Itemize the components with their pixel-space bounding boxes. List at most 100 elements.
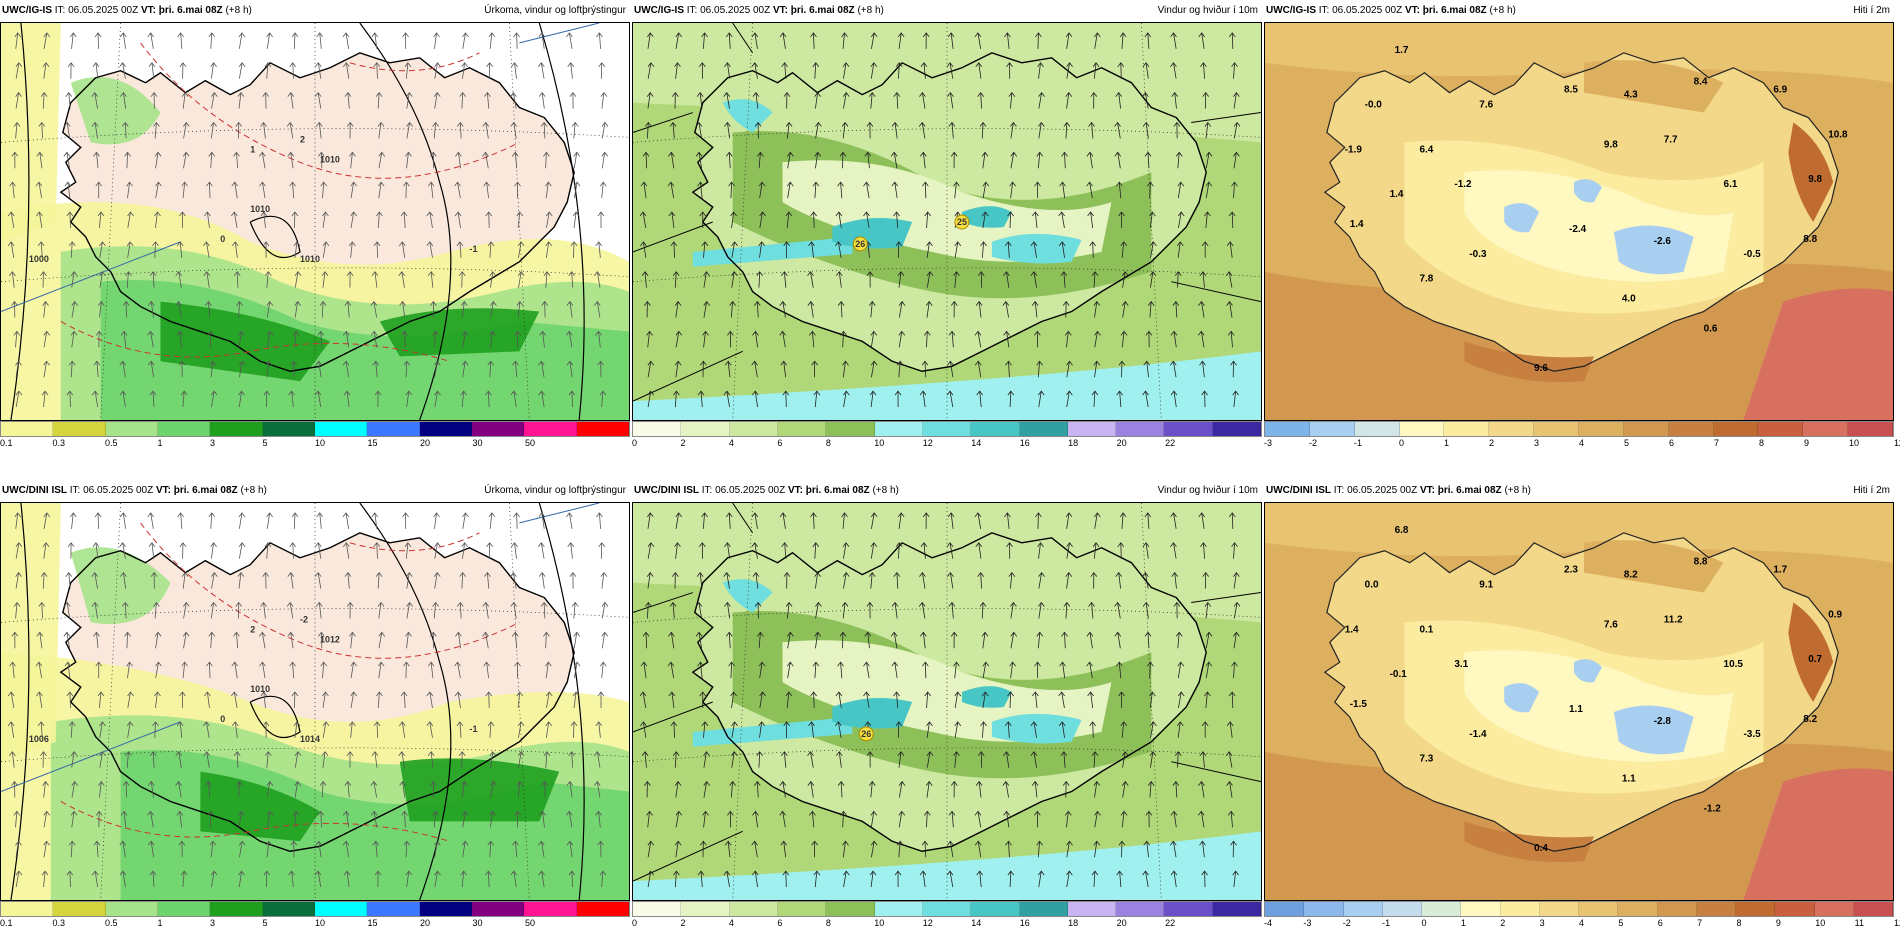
temp-value: -1.9	[1345, 144, 1363, 155]
temp-value: -0.3	[1469, 249, 1487, 260]
temp-value: 7.7	[1664, 134, 1678, 145]
isobars	[10, 23, 585, 420]
temp-value: 7.6	[1479, 100, 1493, 111]
colorbar-swatch	[1265, 422, 1310, 436]
colorbar-swatch	[1, 422, 54, 436]
colorbar-swatch	[1399, 422, 1445, 436]
temp-value: 0.6	[1704, 323, 1718, 334]
coastline	[691, 52, 1207, 372]
colorbar-tick-label: 8	[825, 438, 831, 448]
wind-arrows	[639, 32, 1241, 408]
gust-label: 26	[855, 239, 865, 249]
colorbar-swatch	[1579, 422, 1624, 436]
colorbar-tick-label: 14	[971, 918, 982, 928]
colorbar-tick-label: 8	[1759, 438, 1765, 448]
gust-marker	[858, 726, 874, 742]
map-canvas[interactable]: 1006 1010 1012 1014 0 -2 2 -1	[0, 502, 630, 901]
colorbar-tick-label: 0.1	[0, 918, 13, 928]
colorbar-swatch	[681, 902, 730, 916]
colorbar-legend	[1264, 421, 1894, 437]
map-canvas[interactable]: 1000 1010 1010 1010 0 2 1 -1	[0, 22, 630, 421]
coastline	[59, 52, 575, 372]
colorbar-tick-label: 20	[420, 918, 431, 928]
model-label: UWC/IG-IS	[1266, 5, 1316, 16]
temp-value: 1.4	[1350, 219, 1364, 230]
colorbar-swatch	[1736, 902, 1776, 916]
colorbar-ticks: 0.1 0.3 0.5 1 3 5 10 15 20 30 50	[0, 918, 630, 930]
colorbar-tick-label: 10	[874, 438, 885, 448]
colorbar-swatch	[826, 902, 875, 916]
temp-value: -3.5	[1743, 729, 1761, 740]
colorbar-tick-label: 0.3	[52, 438, 66, 448]
colorbar-tick-label: 9	[1775, 918, 1781, 928]
colorbar-swatch	[1422, 902, 1462, 916]
colorbar-ticks: -4-3-2-10123456789101112	[1264, 918, 1900, 930]
temp-value: -0.0	[1365, 100, 1383, 111]
colorbar-tick-label: -4	[1264, 918, 1273, 928]
colorbar-swatch	[1461, 902, 1501, 916]
colorbar-swatch	[1019, 902, 1068, 916]
colorbar-tick-label: 11	[1894, 438, 1900, 448]
colorbar-swatch	[1444, 422, 1490, 436]
temp-value: 0.1	[1420, 624, 1434, 635]
colorbar-swatch	[1534, 422, 1580, 436]
colorbar-swatch	[1848, 422, 1894, 436]
map-canvas[interactable]: 26	[632, 502, 1262, 901]
map-label: 1014	[300, 734, 320, 744]
colorbar-swatch	[1212, 422, 1262, 436]
map-canvas[interactable]: 6.8 0.0 9.1 2.3 8.2 8.8 1.7 1.4 0.1 7.6 11.2 0.9 -0.…	[1264, 502, 1894, 901]
colorbar-swatch	[1500, 902, 1540, 916]
colorbar-swatch	[729, 902, 778, 916]
colorbar-swatch	[105, 902, 158, 916]
colorbar-tick-label: 30	[472, 438, 483, 448]
colorbar-swatch	[157, 902, 211, 916]
colorbar-swatch	[210, 902, 263, 916]
colorbar-swatch	[1382, 902, 1422, 916]
colorbar-tick-label: 0.3	[52, 918, 66, 928]
map-canvas[interactable]: 26 25	[632, 22, 1262, 421]
map-label: 1000	[29, 254, 49, 264]
colorbar-swatch	[314, 902, 368, 916]
colorbar-tick-label: 3	[210, 918, 216, 928]
colorbar-tick-label: 3	[1539, 918, 1545, 928]
temp-value: -1.2	[1704, 803, 1722, 814]
map-svg: 1.7 -0.0 7.6 8.5 4.3 8.4 6.9 -1.9 6.4 9.8 7.7 10.8 1…	[1265, 23, 1893, 420]
colorbar-legend	[0, 901, 630, 917]
temp-value: 6.4	[1420, 144, 1434, 155]
colorbar-tick-label: 2	[1489, 438, 1495, 448]
colorbar-swatch	[1539, 902, 1579, 916]
coastline	[1323, 532, 1839, 852]
colorbar-tick-label: -3	[1303, 918, 1312, 928]
colorbar-tick-label: 20	[1116, 918, 1127, 928]
temp-value: 9.6	[1534, 363, 1548, 374]
colorbar-tick-label: 3	[210, 438, 216, 448]
temp-isolines	[60, 522, 520, 842]
colorbar-tick-label: 18	[1068, 918, 1079, 928]
colorbar-swatch	[1304, 902, 1344, 916]
valid-time: VT: þri. 6.mai 08Z	[1419, 485, 1502, 496]
colorbar-tick-label: 50	[525, 918, 536, 928]
panel-title: Hiti í 2m	[1853, 5, 1890, 16]
temp-map-panel: UWC/DINI ISL IT: 06.05.2025 00Z VT: þri.…	[1264, 480, 1900, 942]
map-label: 0	[220, 234, 225, 244]
graticule	[1, 23, 629, 420]
valid-time: VT: þri. 6.mai 08Z	[155, 485, 238, 496]
colorbar-tick-label: 0	[632, 438, 638, 448]
colorbar-tick-label: 6	[1669, 438, 1675, 448]
temp-value: 8.4	[1694, 77, 1708, 88]
colorbar-swatch	[777, 902, 827, 916]
colorbar-ticks: -3 -2 -1 0 1 2 3 4 5 6 7 8 9 10 11	[1264, 438, 1900, 450]
colorbar-tick-label: 16	[1019, 438, 1030, 448]
grid-lines	[633, 23, 1261, 402]
map-label: 2	[250, 624, 255, 634]
colorbar-swatch	[210, 422, 263, 436]
coastline	[1323, 52, 1839, 372]
map-canvas[interactable]: 1.7 -0.0 7.6 8.5 4.3 8.4 6.9 -1.9 6.4 9.8 7.7 10.8 1…	[1264, 22, 1894, 421]
temp-value: 10.8	[1828, 129, 1848, 140]
colorbar-swatch	[681, 422, 730, 436]
temp-value: -0.1	[1390, 669, 1408, 680]
colorbar-tick-label: 7	[1697, 918, 1703, 928]
colorbar-tick-label: -1	[1382, 918, 1391, 928]
init-time: IT: 06.05.2025 00Z	[686, 5, 771, 16]
gust-label: 25	[957, 217, 967, 227]
